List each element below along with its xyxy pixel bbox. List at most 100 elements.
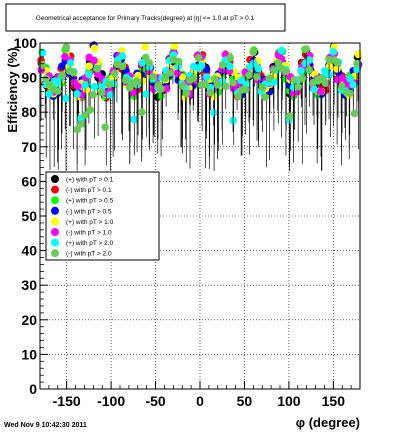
data-point — [274, 59, 283, 67]
data-point — [106, 91, 115, 99]
data-point — [182, 89, 191, 98]
y-tick-label: 90 — [21, 70, 37, 86]
data-point — [89, 91, 97, 99]
data-point — [354, 50, 363, 59]
y-tick-label: 10 — [21, 346, 37, 362]
x-tick-label: 0 — [196, 393, 204, 409]
axes: 0 10 20 30 40 50 60 70 80 90 100 -150 -100 -50 0 50 100 1… — [14, 35, 352, 409]
data-point — [161, 74, 169, 82]
x-tick-label: -50 — [145, 393, 165, 409]
title-box: Geometrical acceptance for Primary Track… — [5, 3, 286, 32]
timestamp: Wed Nov 9 10:42:30 2011 — [4, 422, 87, 429]
data-point — [142, 53, 150, 62]
data-point — [285, 112, 294, 120]
data-point — [234, 92, 243, 100]
data-point — [349, 80, 357, 89]
data-point — [290, 76, 299, 84]
grid — [40, 43, 360, 389]
data-point — [333, 59, 342, 67]
legend-label: (-) with pT > 2.0 — [66, 251, 112, 258]
data-point — [329, 48, 338, 56]
legend-label: (+) with pT > 1.0 — [66, 219, 114, 226]
y-tick-label: 80 — [21, 104, 37, 120]
y-tick-label: 50 — [21, 208, 37, 224]
data-point — [73, 89, 81, 98]
data-point — [237, 76, 245, 85]
data-point — [141, 42, 150, 51]
data-point — [170, 42, 179, 51]
data-point — [62, 94, 70, 103]
data-point — [145, 59, 154, 67]
data-point — [78, 120, 86, 128]
data-point — [226, 54, 234, 62]
legend-marker — [51, 249, 59, 258]
data-point — [265, 74, 274, 83]
data-point — [90, 82, 99, 91]
data-point — [353, 65, 361, 73]
data-point — [353, 59, 361, 68]
y-tick-label: 60 — [21, 173, 37, 189]
data-point — [93, 70, 102, 78]
data-point — [93, 64, 102, 73]
data-point — [130, 115, 138, 124]
data-point — [74, 82, 82, 91]
data-point — [174, 57, 183, 66]
x-tick-label: 50 — [237, 393, 253, 409]
data-point — [338, 82, 346, 91]
data-point — [81, 81, 89, 89]
data-point — [58, 62, 66, 70]
data-point — [310, 85, 318, 94]
data-point — [97, 88, 106, 97]
data-point — [202, 73, 211, 81]
data-point — [81, 111, 89, 119]
series-points — [38, 43, 361, 172]
data-point — [345, 89, 354, 98]
data-point — [297, 67, 305, 75]
x-tick-label: -150 — [53, 393, 81, 409]
legend-box — [45, 171, 160, 261]
data-point — [242, 85, 250, 94]
x-axis-label: φ (degree) — [296, 415, 360, 430]
data-point — [282, 67, 290, 76]
data-point — [133, 77, 142, 85]
y-tick-label: 70 — [21, 139, 37, 155]
data-point — [105, 80, 113, 89]
data-point — [69, 68, 78, 77]
legend-label: (+) with pT > 0.5 — [66, 198, 114, 205]
legend-marker — [51, 238, 59, 247]
data-point — [321, 79, 330, 87]
data-point — [42, 74, 50, 83]
data-point — [225, 62, 234, 71]
data-point — [302, 45, 311, 53]
data-point — [85, 70, 93, 79]
data-point — [222, 82, 230, 91]
data-point — [66, 59, 75, 67]
y-tick-label: 0 — [29, 381, 37, 397]
data-point — [270, 66, 278, 74]
data-point — [118, 62, 127, 71]
data-point — [346, 74, 354, 83]
data-point — [101, 123, 109, 132]
legend-label: (+) with pT > 2.0 — [66, 240, 114, 247]
data-point — [218, 61, 227, 69]
data-point — [350, 109, 359, 118]
x-tick-label: 150 — [322, 393, 346, 409]
data-point — [142, 90, 150, 98]
data-point — [86, 106, 95, 114]
data-point — [249, 59, 258, 68]
data-point — [110, 69, 119, 78]
data-point — [210, 75, 219, 83]
data-point — [194, 54, 203, 62]
data-point — [210, 108, 218, 117]
data-point — [298, 74, 307, 83]
legend-marker — [51, 206, 59, 215]
data-point — [258, 83, 267, 92]
data-point — [73, 125, 82, 134]
y-tick-label: 30 — [21, 277, 37, 293]
data-point — [261, 93, 270, 101]
data-point — [157, 92, 165, 100]
legend-marker — [51, 185, 59, 194]
legend-label: (-) with pT > 1.0 — [66, 230, 112, 237]
data-point — [118, 52, 127, 60]
legend-marker — [51, 175, 59, 183]
